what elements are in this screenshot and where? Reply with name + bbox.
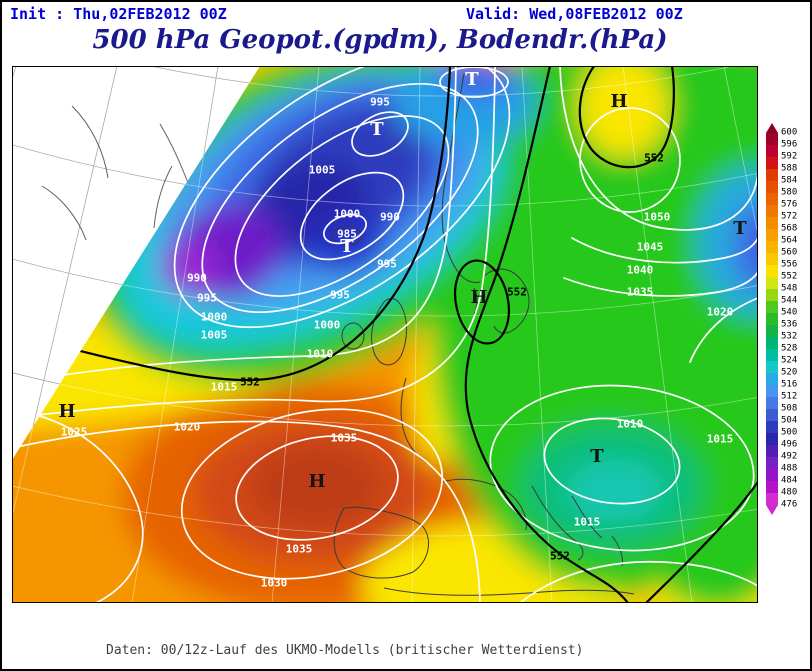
colorbar-value: 580 (781, 187, 798, 198)
height-contours (12, 66, 758, 603)
init-datetime: Init : Thu,02FEB2012 00Z (10, 5, 227, 23)
colorbar-arrow-up (766, 123, 778, 133)
colorbar-cell (766, 397, 778, 409)
footer: Daten: 00/12z-Lauf des UKMO-Modells (bri… (106, 611, 584, 669)
colorbar-cell (766, 409, 778, 421)
colorbar-cell (766, 265, 778, 277)
color-field (12, 66, 758, 603)
colorbar-value: 520 (781, 367, 798, 378)
colorbar-value: 584 (781, 175, 798, 186)
colorbar-value: 552 (781, 271, 798, 282)
colorbar-cell (766, 229, 778, 241)
colorbar-cell (766, 349, 778, 361)
colorbar-value: 564 (781, 235, 798, 246)
colorbar-value: 560 (781, 247, 798, 258)
colorbar-value: 540 (781, 307, 798, 318)
domain-boundary-mask (12, 66, 260, 460)
colorbar-value: 592 (781, 151, 798, 162)
colorbar-value: 500 (781, 427, 798, 438)
colorbar-cell (766, 445, 778, 457)
colorbar-cell (766, 193, 778, 205)
data-source-line: Daten: 00/12z-Lauf des UKMO-Modells (bri… (106, 643, 584, 658)
colorbar-value: 488 (781, 463, 798, 474)
map-svg (12, 66, 758, 603)
colorbar-cell (766, 181, 778, 193)
map-title: 500 hPa Geopot.(gpdm), Bodendr.(hPa) (92, 25, 668, 55)
colorbar-value: 596 (781, 139, 798, 150)
colorbar-value: 576 (781, 199, 798, 210)
colorbar-cell (766, 133, 778, 145)
colorbar-value: 548 (781, 283, 798, 294)
colorbar: 600 596 592 588 584 580 576 572 568 564 560 556 552 5… (766, 123, 810, 515)
colorbar-value: 600 (781, 127, 798, 138)
colorbar-value: 484 (781, 475, 798, 486)
colorbar-cell (766, 169, 778, 181)
colorbar-cell (766, 301, 778, 313)
colorbar-value: 508 (781, 403, 798, 414)
colorbar-value: 556 (781, 259, 798, 270)
colorbar-cell (766, 457, 778, 469)
weather-map (12, 66, 758, 603)
colorbar-value: 588 (781, 163, 798, 174)
colorbar-value: 532 (781, 331, 798, 342)
colorbar-cell (766, 361, 778, 373)
colorbar-cell (766, 433, 778, 445)
colorbar-labels: 600 596 592 588 584 580 576 572 568 564 560 556 552 5… (781, 123, 809, 515)
colorbar-value: 528 (781, 343, 798, 354)
colorbar-value: 536 (781, 319, 798, 330)
colorbar-value: 480 (781, 487, 798, 498)
colorbar-cell (766, 241, 778, 253)
colorbar-arrow-down (766, 505, 778, 515)
colorbar-cell (766, 337, 778, 349)
colorbar-value: 516 (781, 379, 798, 390)
colorbar-cells (766, 133, 778, 505)
colorbar-cell (766, 385, 778, 397)
colorbar-cell (766, 217, 778, 229)
colorbar-cell (766, 277, 778, 289)
colorbar-value: 524 (781, 355, 798, 366)
valid-datetime: Valid: Wed,08FEB2012 00Z (466, 5, 683, 23)
colorbar-value: 572 (781, 211, 798, 222)
colorbar-value: 492 (781, 451, 798, 462)
map-border (12, 66, 758, 603)
colorbar-value: 544 (781, 295, 798, 306)
colorbar-cell (766, 289, 778, 301)
colorbar-cell (766, 373, 778, 385)
colorbar-cell (766, 253, 778, 265)
colorbar-cell (766, 481, 778, 493)
colorbar-value: 476 (781, 499, 798, 510)
colorbar-value: 512 (781, 391, 798, 402)
colorbar-cell (766, 313, 778, 325)
colorbar-value: 496 (781, 439, 798, 450)
colorbar-cell (766, 205, 778, 217)
isobar-contours (12, 66, 758, 603)
colorbar-cell (766, 469, 778, 481)
colorbar-cell (766, 145, 778, 157)
colorbar-cell (766, 157, 778, 169)
colorbar-cell (766, 325, 778, 337)
colorbar-cell (766, 421, 778, 433)
colorbar-value: 568 (781, 223, 798, 234)
colorbar-value: 504 (781, 415, 798, 426)
colorbar-cell (766, 493, 778, 505)
